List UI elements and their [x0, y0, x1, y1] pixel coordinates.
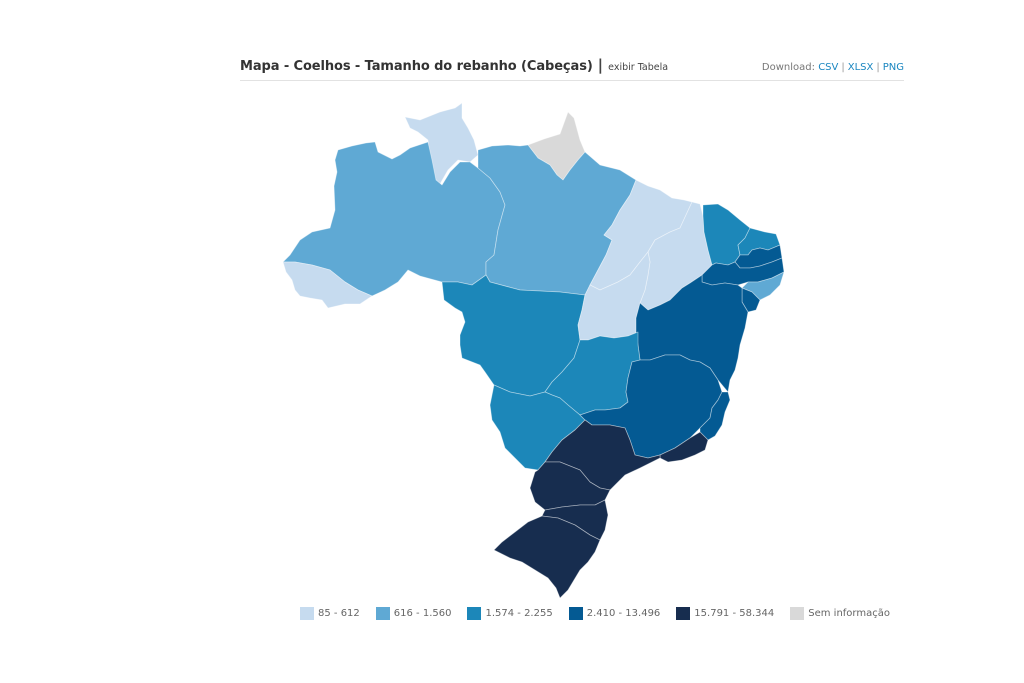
download-label: Download:	[761, 62, 815, 73]
legend-label: 616 - 1.560	[393, 608, 452, 619]
state-rs[interactable]	[493, 515, 601, 599]
show-table-link[interactable]: exibir Tabela	[608, 62, 669, 73]
download-separator: |	[841, 62, 845, 73]
chart-panel: Mapa - Coelhos - Tamanho do rebanho (Cab…	[240, 56, 904, 81]
title-separator: |	[597, 56, 604, 74]
legend-label: 1.574 - 2.255	[485, 608, 553, 619]
legend-item-class1[interactable]: 85 - 612	[300, 607, 360, 620]
legend-item-class2[interactable]: 616 - 1.560	[375, 607, 452, 620]
legend-item-class4[interactable]: 2.410 - 13.496	[568, 607, 661, 620]
download-csv-link[interactable]: CSV	[818, 62, 839, 73]
chart-header: Mapa - Coelhos - Tamanho do rebanho (Cab…	[240, 56, 904, 81]
legend-swatch	[676, 607, 691, 620]
legend-swatch	[300, 607, 314, 620]
legend-label: 15.791 - 58.344	[694, 608, 775, 619]
download-png-link[interactable]: PNG	[882, 62, 904, 73]
map-legend: 85 - 612 616 - 1.560 1.574 - 2.255 2.410…	[300, 607, 906, 620]
legend-item-class5[interactable]: 15.791 - 58.344	[676, 607, 774, 620]
download-separator: |	[876, 62, 880, 73]
legend-label: 2.410 - 13.496	[586, 608, 661, 619]
legend-item-class3[interactable]: 1.574 - 2.255	[467, 607, 553, 620]
legend-swatch	[568, 607, 583, 620]
legend-swatch	[467, 607, 482, 620]
legend-item-no-info[interactable]: Sem informação	[790, 607, 890, 620]
state-rj[interactable]	[659, 431, 709, 463]
download-xlsx-link[interactable]: XLSX	[847, 62, 874, 73]
download-group: Download: CSV | XLSX | PNG	[762, 62, 904, 73]
state-ac[interactable]	[282, 261, 373, 309]
legend-swatch	[790, 607, 805, 620]
legend-swatch	[375, 607, 390, 620]
title-group: Mapa - Coelhos - Tamanho do rebanho (Cab…	[240, 56, 668, 74]
map-title: Mapa - Coelhos - Tamanho do rebanho (Cab…	[240, 59, 593, 74]
legend-label: Sem informação	[808, 608, 890, 619]
legend-label: 85 - 612	[318, 608, 360, 619]
